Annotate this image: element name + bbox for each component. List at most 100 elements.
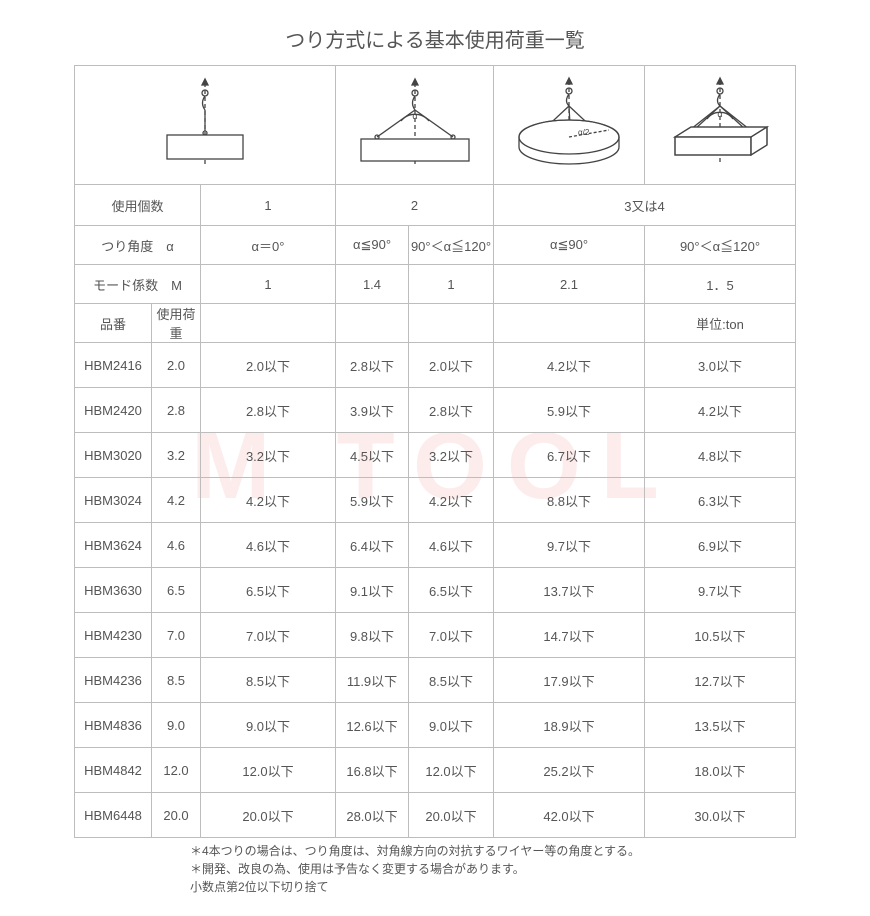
mode-c: 1 — [409, 265, 494, 304]
row-qty: 使用個数 1 2 3又は4 — [75, 185, 796, 226]
col-b: 11.9以下 — [336, 658, 409, 703]
col-c: 9.0以下 — [409, 703, 494, 748]
col-a: 6.5以下 — [201, 568, 336, 613]
load: 7.0 — [152, 613, 201, 658]
prod: HBM4836 — [75, 703, 152, 748]
load-table: α — [74, 65, 796, 838]
load: 12.0 — [152, 748, 201, 793]
diagram-3: α/2 — [494, 66, 645, 185]
load: 9.0 — [152, 703, 201, 748]
load: 20.0 — [152, 793, 201, 838]
col-d: 6.7以下 — [494, 433, 645, 478]
prod: HBM4230 — [75, 613, 152, 658]
angle-a: α＝0° — [201, 226, 336, 265]
col-c: 3.2以下 — [409, 433, 494, 478]
mode-d: 2.1 — [494, 265, 645, 304]
col-b: 6.4以下 — [336, 523, 409, 568]
table-row: HBM36306.56.5以下9.1以下6.5以下13.7以下9.7以下 — [75, 568, 796, 613]
col-d: 8.8以下 — [494, 478, 645, 523]
col-b: 5.9以下 — [336, 478, 409, 523]
load: 8.5 — [152, 658, 201, 703]
prod: HBM3630 — [75, 568, 152, 613]
col-b: 16.8以下 — [336, 748, 409, 793]
col-d: 13.7以下 — [494, 568, 645, 613]
col-c: 12.0以下 — [409, 748, 494, 793]
col-d: 5.9以下 — [494, 388, 645, 433]
col-d: 14.7以下 — [494, 613, 645, 658]
prod: HBM3024 — [75, 478, 152, 523]
col-d: 4.2以下 — [494, 343, 645, 388]
col-b: 2.8以下 — [336, 343, 409, 388]
svg-text:α: α — [717, 109, 722, 119]
col-b: 28.0以下 — [336, 793, 409, 838]
qty-label: 使用個数 — [75, 185, 201, 226]
col-e: 13.5以下 — [645, 703, 796, 748]
diagram-1 — [75, 66, 336, 185]
load: 2.0 — [152, 343, 201, 388]
mode-e: 1．5 — [645, 265, 796, 304]
table-row: HBM24202.82.8以下3.9以下2.8以下5.9以下4.2以下 — [75, 388, 796, 433]
col-e: 6.3以下 — [645, 478, 796, 523]
table-row: HBM644820.020.0以下28.0以下20.0以下42.0以下30.0以… — [75, 793, 796, 838]
row-labels: 品番 使用荷重 単位:ton — [75, 304, 796, 343]
col-a: 7.0以下 — [201, 613, 336, 658]
load-label: 使用荷重 — [152, 304, 201, 343]
angle-b: α≦90° — [336, 226, 409, 265]
col-c: 7.0以下 — [409, 613, 494, 658]
table-row: HBM42368.58.5以下11.9以下8.5以下17.9以下12.7以下 — [75, 658, 796, 703]
qty-2: 2 — [336, 185, 494, 226]
table-row: HBM24162.02.0以下2.8以下2.0以下4.2以下3.0以下 — [75, 343, 796, 388]
table-row: HBM30203.23.2以下4.5以下3.2以下6.7以下4.8以下 — [75, 433, 796, 478]
col-d: 9.7以下 — [494, 523, 645, 568]
unit-label: 単位:ton — [645, 304, 796, 343]
col-b: 4.5以下 — [336, 433, 409, 478]
col-e: 4.2以下 — [645, 388, 796, 433]
prod: HBM3624 — [75, 523, 152, 568]
angle-d: α≦90° — [494, 226, 645, 265]
table-row: HBM48369.09.0以下12.6以下9.0以下18.9以下13.5以下 — [75, 703, 796, 748]
col-d: 42.0以下 — [494, 793, 645, 838]
prod: HBM4842 — [75, 748, 152, 793]
col-d: 25.2以下 — [494, 748, 645, 793]
col-c: 20.0以下 — [409, 793, 494, 838]
col-e: 30.0以下 — [645, 793, 796, 838]
table-row: HBM30244.24.2以下5.9以下4.2以下8.8以下6.3以下 — [75, 478, 796, 523]
note-3: 小数点第2位以下切り捨て — [190, 878, 790, 896]
col-a: 4.6以下 — [201, 523, 336, 568]
prod: HBM2416 — [75, 343, 152, 388]
col-b: 9.1以下 — [336, 568, 409, 613]
col-c: 2.8以下 — [409, 388, 494, 433]
angle-c: 90°＜α≦120° — [409, 226, 494, 265]
note-2: ＊開発、改良の為、使用は予告なく変更する場合があります。 — [190, 860, 790, 878]
col-a: 2.8以下 — [201, 388, 336, 433]
col-a: 4.2以下 — [201, 478, 336, 523]
qty-3or4: 3又は4 — [494, 185, 796, 226]
col-e: 3.0以下 — [645, 343, 796, 388]
diagram-2: α — [336, 66, 494, 185]
mode-a: 1 — [201, 265, 336, 304]
angle-label: つり角度 α — [75, 226, 201, 265]
prod: HBM6448 — [75, 793, 152, 838]
col-e: 12.7以下 — [645, 658, 796, 703]
svg-text:α: α — [412, 111, 417, 121]
page-title: つり方式による基本使用荷重一覧 — [20, 24, 850, 53]
table-row: HBM484212.012.0以下16.8以下12.0以下25.2以下18.0以… — [75, 748, 796, 793]
col-c: 2.0以下 — [409, 343, 494, 388]
col-b: 12.6以下 — [336, 703, 409, 748]
col-c: 6.5以下 — [409, 568, 494, 613]
footnotes: ＊4本つりの場合は、つり角度は、対角線方向の対抗するワイヤー等の角度とする。 ＊… — [80, 842, 790, 896]
col-a: 9.0以下 — [201, 703, 336, 748]
angle-e: 90°＜α≦120° — [645, 226, 796, 265]
load: 4.6 — [152, 523, 201, 568]
diagram-row: α — [75, 66, 796, 185]
col-e: 9.7以下 — [645, 568, 796, 613]
col-e: 6.9以下 — [645, 523, 796, 568]
prod: HBM4236 — [75, 658, 152, 703]
col-c: 4.2以下 — [409, 478, 494, 523]
prod: HBM3020 — [75, 433, 152, 478]
table-row: HBM36244.64.6以下6.4以下4.6以下9.7以下6.9以下 — [75, 523, 796, 568]
diagram-4: α — [645, 66, 796, 185]
col-e: 10.5以下 — [645, 613, 796, 658]
note-1: ＊4本つりの場合は、つり角度は、対角線方向の対抗するワイヤー等の角度とする。 — [190, 842, 790, 860]
col-a: 3.2以下 — [201, 433, 336, 478]
